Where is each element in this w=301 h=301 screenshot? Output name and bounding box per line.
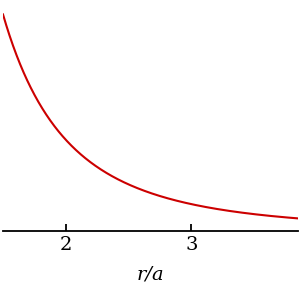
X-axis label: r/a: r/a: [137, 265, 164, 283]
